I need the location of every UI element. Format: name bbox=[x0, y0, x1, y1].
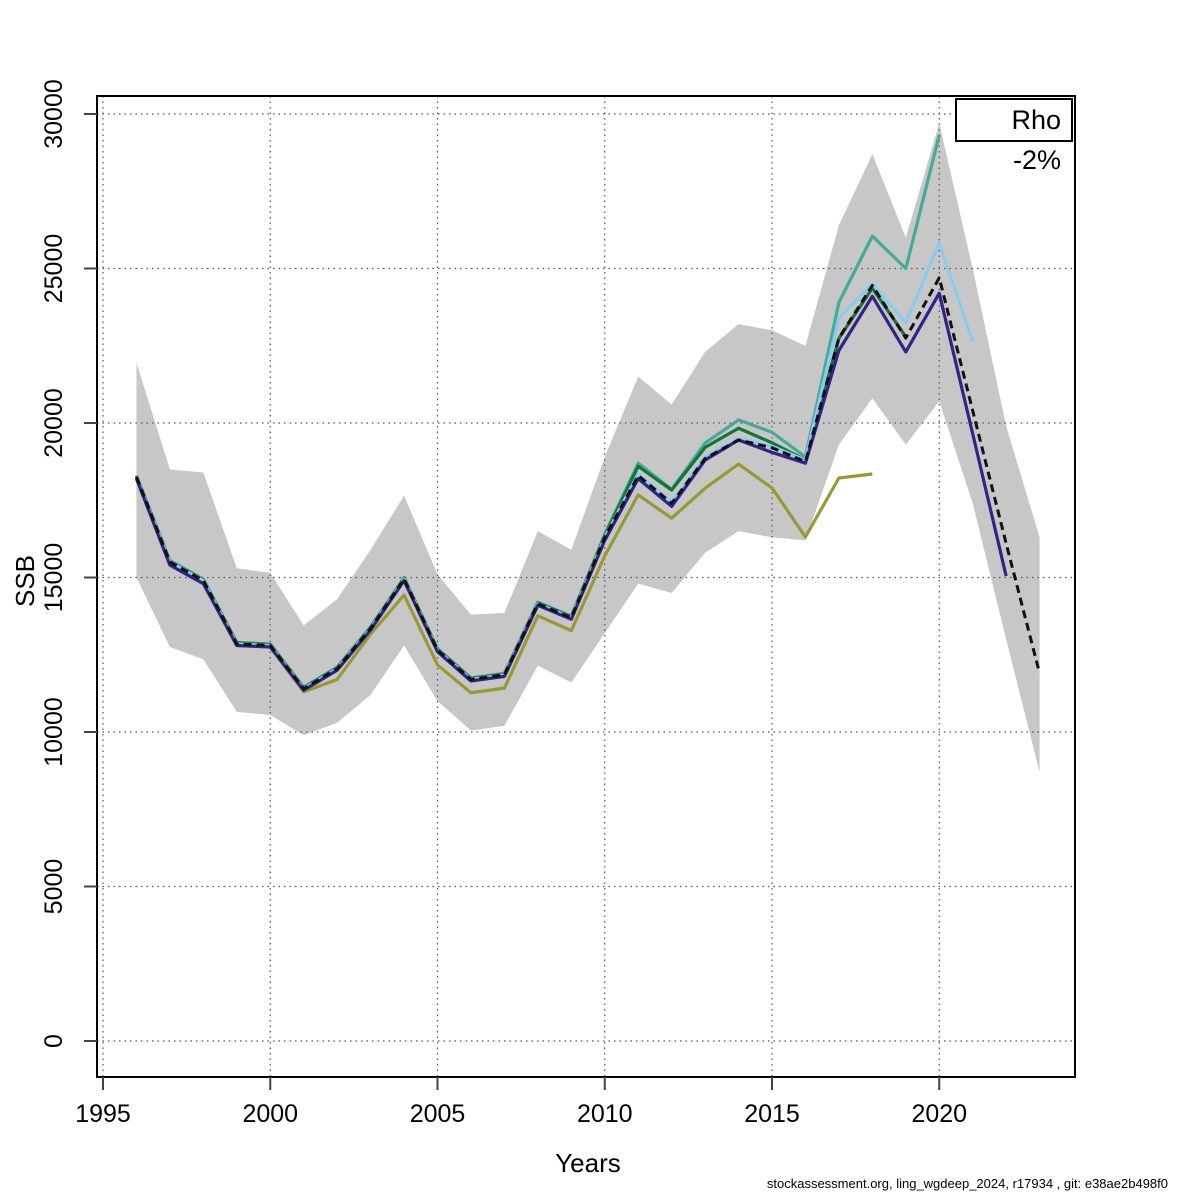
confidence-band bbox=[136, 123, 1040, 773]
y-tick-label: 5000 bbox=[40, 859, 68, 915]
legend-label: Rho -2% bbox=[1011, 105, 1061, 175]
footer-credit: stockassessment.org, ling_wgdeep_2024, r… bbox=[766, 1176, 1168, 1191]
y-tick-label: 20000 bbox=[40, 388, 68, 458]
x-tick-label: 2010 bbox=[577, 1100, 633, 1128]
x-tick-label: 2015 bbox=[744, 1100, 800, 1128]
plot-border bbox=[96, 95, 1076, 1078]
legend-box: Rho -2% bbox=[955, 98, 1073, 175]
y-tick-label: 10000 bbox=[40, 697, 68, 767]
x-tick-label: 2005 bbox=[410, 1100, 466, 1128]
y-tick-label: 25000 bbox=[40, 234, 68, 304]
y-axis-title: SSB bbox=[10, 554, 40, 608]
series-base bbox=[135, 276, 1042, 691]
x-tick-label: 2020 bbox=[911, 1100, 967, 1128]
y-tick-label: 30000 bbox=[40, 79, 68, 149]
x-tick-label: 1995 bbox=[75, 1100, 131, 1128]
x-tick-label: 2000 bbox=[242, 1100, 298, 1128]
y-tick-label: 0 bbox=[40, 1034, 68, 1048]
y-tick-label: 15000 bbox=[40, 543, 68, 613]
x-axis-title: Years bbox=[555, 1148, 621, 1178]
